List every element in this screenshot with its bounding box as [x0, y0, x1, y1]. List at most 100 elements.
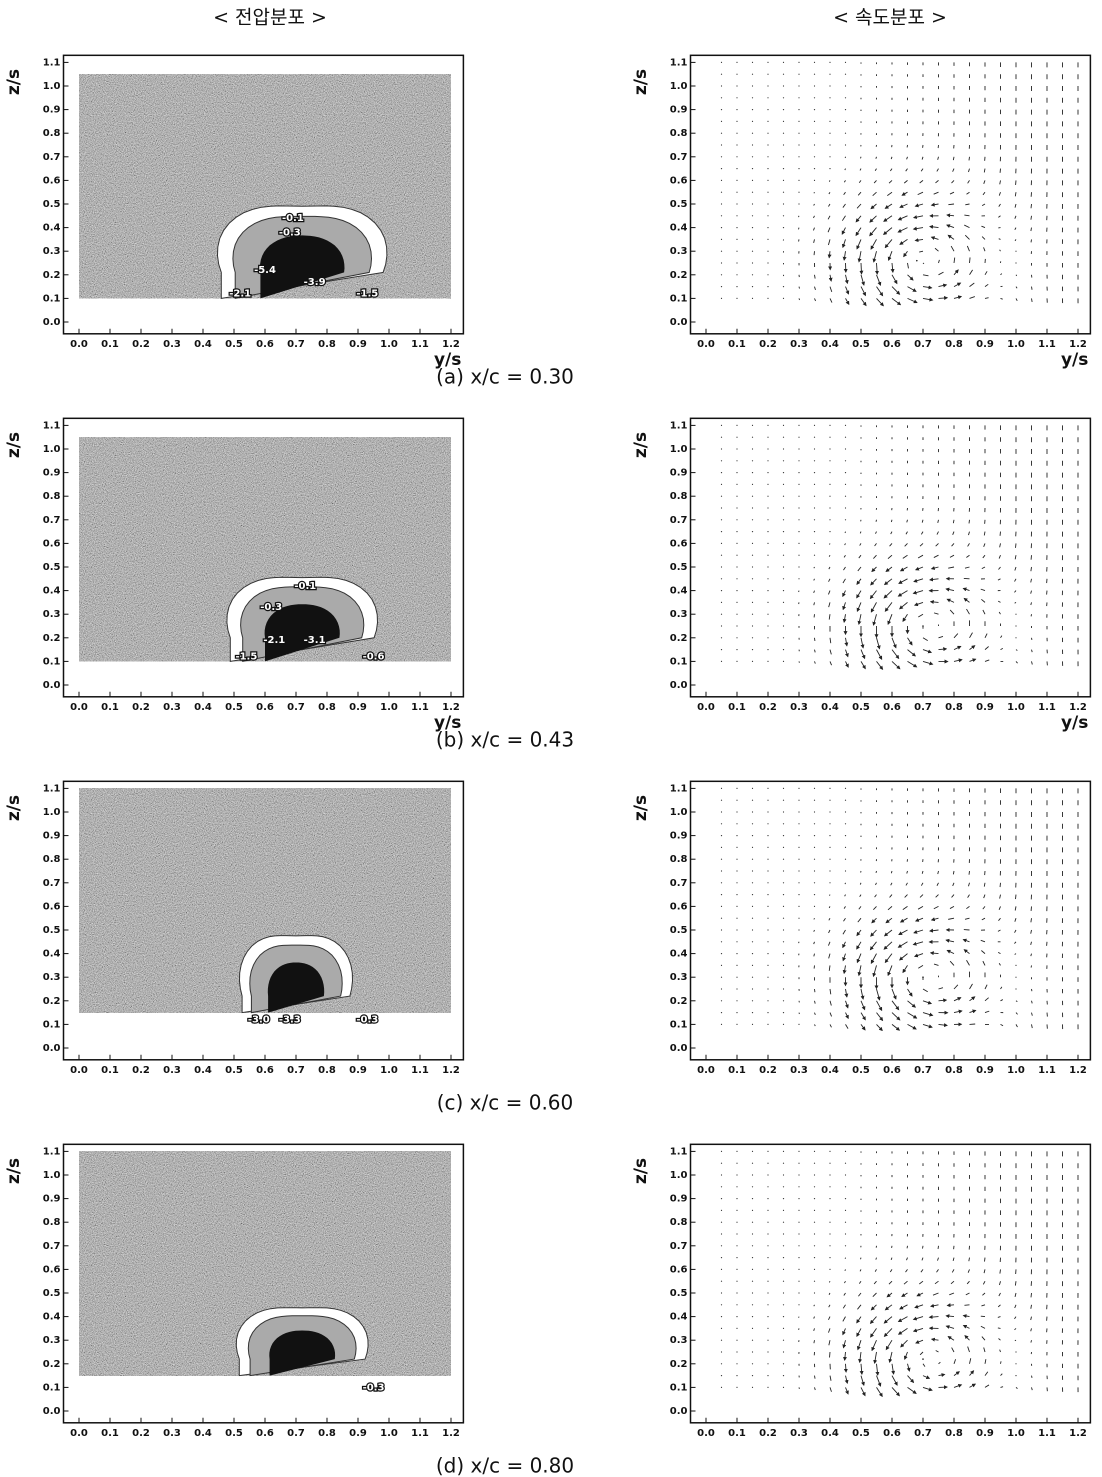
vector	[767, 519, 769, 521]
vector	[843, 566, 846, 571]
vector	[751, 1186, 754, 1188]
vector	[720, 823, 723, 825]
vector	[751, 1174, 754, 1176]
vector	[946, 598, 955, 603]
vector	[981, 917, 986, 921]
vector	[813, 483, 816, 485]
vector	[953, 984, 959, 990]
vector	[720, 566, 723, 568]
vector	[1014, 1292, 1017, 1297]
vector	[782, 917, 785, 919]
vector	[751, 554, 754, 556]
vector	[813, 109, 816, 111]
vector	[720, 846, 723, 849]
vector	[767, 460, 769, 462]
vector	[720, 1150, 723, 1152]
x-tick-label: 0.9	[349, 1065, 367, 1076]
vector	[919, 1351, 924, 1356]
vector	[736, 660, 738, 663]
vector	[720, 894, 723, 896]
vector	[782, 964, 785, 967]
vector	[736, 1257, 738, 1259]
vector	[890, 519, 893, 523]
vector	[751, 238, 754, 240]
vector	[751, 144, 754, 146]
y-tick-label: 0.0	[670, 680, 688, 691]
vector	[798, 1174, 800, 1176]
vector	[1014, 1304, 1017, 1309]
y-tick-label: 0.2	[43, 996, 61, 1007]
vector	[782, 297, 785, 299]
y-tick-label: 0.3	[670, 246, 688, 257]
vector	[938, 271, 944, 276]
vector	[829, 436, 831, 438]
vector	[883, 941, 893, 950]
vector	[917, 906, 924, 910]
vector	[767, 917, 769, 919]
vector	[782, 953, 785, 955]
vector	[874, 543, 877, 547]
vector	[767, 929, 769, 931]
plot-frame	[689, 1143, 1092, 1424]
x-tick-label: 0.0	[70, 339, 88, 350]
vector	[827, 251, 832, 259]
vector	[751, 436, 754, 438]
x-tick-label: 1.1	[1038, 1065, 1056, 1076]
contour-label: -0.1	[294, 581, 316, 592]
vector	[946, 949, 955, 955]
vector	[856, 590, 862, 599]
vector	[751, 274, 754, 276]
vector	[842, 953, 847, 962]
vector	[813, 835, 816, 837]
vector	[983, 1347, 986, 1353]
y-tick-label: 0.0	[43, 317, 61, 328]
vector	[782, 649, 785, 651]
vector	[984, 1010, 990, 1014]
vector	[845, 661, 849, 668]
vector	[921, 156, 924, 160]
vector	[798, 1304, 800, 1306]
vector	[736, 894, 738, 896]
vector	[891, 274, 898, 285]
vector	[950, 1280, 955, 1285]
vector	[922, 649, 933, 654]
vector	[891, 637, 897, 649]
vector	[829, 73, 831, 75]
vector	[813, 554, 816, 556]
vector	[767, 472, 769, 474]
vector	[983, 1269, 986, 1274]
vector	[844, 1245, 847, 1247]
vector	[873, 554, 877, 559]
vector	[860, 1000, 866, 1011]
plot-frame	[62, 1143, 465, 1424]
vector	[782, 531, 785, 533]
vector	[1000, 1024, 1004, 1027]
vector	[844, 543, 846, 546]
vector	[870, 239, 877, 250]
vector	[998, 215, 1001, 218]
vector	[921, 1257, 924, 1261]
vector	[967, 1269, 970, 1273]
vector	[828, 1292, 831, 1295]
vector	[912, 215, 924, 220]
vector	[859, 894, 862, 898]
vector	[782, 1245, 785, 1247]
vector	[844, 858, 847, 860]
vector	[736, 953, 738, 955]
vector	[813, 870, 816, 872]
vector	[962, 587, 970, 592]
vector	[948, 917, 955, 920]
x-tick-label: 1.2	[1069, 339, 1087, 350]
x-tick-label: 1.1	[1038, 339, 1056, 350]
vector	[829, 1221, 831, 1223]
vector	[871, 917, 877, 924]
x-tick-label: 0.0	[70, 1065, 88, 1076]
vector	[720, 215, 723, 217]
vector	[963, 949, 970, 954]
x-tick-label: 1.0	[1007, 339, 1025, 350]
vector	[845, 1012, 849, 1020]
vector	[998, 238, 1001, 240]
x-tick-label: 0.3	[790, 339, 808, 350]
vector	[1000, 635, 1003, 639]
vector	[842, 590, 846, 598]
